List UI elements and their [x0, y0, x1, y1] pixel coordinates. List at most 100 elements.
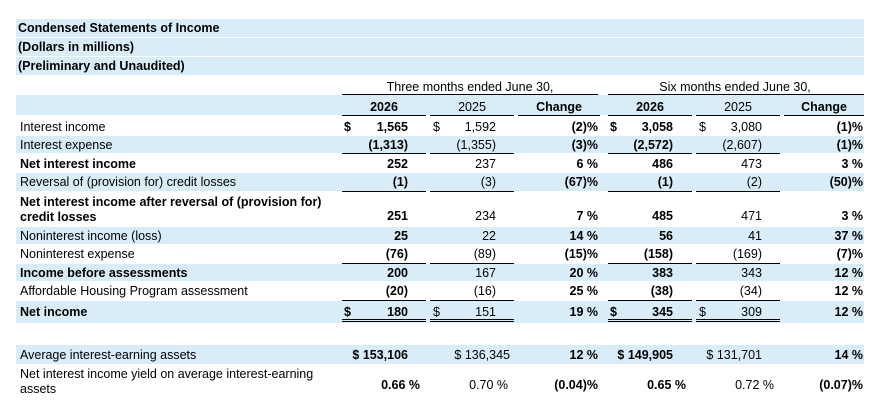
cell-3m-2026: $ 153,106 — [352, 348, 408, 362]
row-label: Average interest-earning assets — [20, 348, 197, 362]
row-label: Interest income — [20, 120, 106, 134]
currency-symbol: $ — [610, 305, 617, 319]
cell-6m-2025: 343 — [741, 266, 762, 280]
cell-3m-2025: 151 — [475, 305, 496, 319]
statement-units: (Dollars in millions) — [18, 40, 134, 54]
row-label: Net interest income after reversal of (p… — [20, 195, 322, 209]
cell-6m-change: 37 % — [834, 229, 864, 243]
cell-3m-change: 25 % — [569, 284, 599, 298]
cell-3m-2025: 22 — [482, 229, 496, 243]
row-label-continued: credit losses — [20, 210, 97, 224]
period-header-three-months: Three months ended June 30, — [386, 80, 554, 94]
cell-3m-2025: (16) — [473, 284, 496, 298]
row-label: Affordable Housing Program assessment — [20, 284, 248, 298]
cell-6m-2026: 56 — [659, 229, 673, 243]
cell-6m-2025: 3,080 — [730, 120, 762, 134]
col-header-6m-2025: 2025 — [724, 100, 752, 114]
currency-symbol: $ — [433, 120, 440, 134]
cell-6m-2026: (1) — [657, 175, 673, 189]
cell-6m-2025: (2) — [746, 175, 762, 189]
cell-6m-2025: 0.72 % — [735, 378, 774, 392]
row-label: Interest expense — [20, 138, 113, 152]
cell-3m-change: 7 % — [576, 209, 598, 223]
cell-6m-change: 3 % — [841, 157, 863, 171]
cell-3m-2026: 0.66 % — [381, 378, 420, 392]
col-header-6m-change: Change — [801, 100, 847, 114]
col-header-6m-2026: 2026 — [636, 100, 664, 114]
cell-6m-2025: (2,607) — [722, 138, 762, 152]
currency-symbol: $ — [699, 305, 706, 319]
currency-symbol: $ — [699, 120, 706, 134]
cell-6m-2025: 473 — [741, 157, 762, 171]
cell-6m-change: 12 % — [834, 305, 864, 319]
cell-6m-2026: 3,058 — [641, 120, 673, 134]
currency-symbol: $ — [433, 305, 440, 319]
cell-6m-change: (50)% — [829, 175, 863, 189]
cell-3m-2025: 167 — [475, 266, 496, 280]
cell-3m-2026: (1) — [392, 175, 408, 189]
row-label: Income before assessments — [20, 266, 188, 280]
cell-6m-2025: (34) — [739, 284, 762, 298]
row-label: Reversal of (provision for) credit losse… — [20, 175, 237, 189]
cell-3m-2026: 180 — [387, 305, 408, 319]
currency-symbol: $ — [610, 120, 617, 134]
cell-6m-2026: (158) — [643, 247, 673, 261]
cell-6m-2025: (169) — [732, 247, 762, 261]
cell-6m-change: (7)% — [836, 247, 863, 261]
cell-3m-2025: (1,355) — [456, 138, 496, 152]
period-header-six-months: Six months ended June 30, — [659, 80, 811, 94]
cell-3m-change: (67)% — [564, 175, 598, 189]
title-band — [16, 19, 864, 37]
cell-6m-2026: 383 — [652, 266, 673, 280]
cell-3m-2025: (89) — [473, 247, 496, 261]
row-label: Noninterest expense — [20, 247, 135, 261]
cell-3m-2025: 234 — [475, 209, 496, 223]
cell-6m-change: (1)% — [836, 138, 863, 152]
cell-3m-change: (0.04)% — [554, 378, 598, 392]
cell-3m-2025: 237 — [475, 157, 496, 171]
cell-6m-change: (0.07)% — [819, 378, 863, 392]
col-header-3m-change: Change — [536, 100, 582, 114]
col-header-3m-2025: 2025 — [458, 100, 486, 114]
column-header-band — [16, 95, 864, 115]
cell-3m-2025: 0.70 % — [469, 378, 508, 392]
statement-title: Condensed Statements of Income — [18, 21, 220, 35]
cell-3m-2026: 1,565 — [376, 120, 408, 134]
cell-3m-2026: 200 — [387, 266, 408, 280]
cell-3m-change: (2)% — [571, 120, 598, 134]
cell-3m-2025: $ 136,345 — [454, 348, 510, 362]
cell-3m-change: 20 % — [569, 266, 599, 280]
cell-6m-2026: $ 149,905 — [617, 348, 673, 362]
cell-3m-change: 6 % — [576, 157, 598, 171]
cell-6m-change: 12 % — [834, 284, 864, 298]
statement-status: (Preliminary and Unaudited) — [18, 59, 185, 73]
currency-symbol: $ — [344, 120, 351, 134]
cell-6m-change: (1)% — [836, 120, 863, 134]
cell-6m-2026: 0.65 % — [647, 378, 686, 392]
cell-6m-2026: 486 — [652, 157, 673, 171]
cell-3m-2026: 25 — [394, 229, 408, 243]
cell-3m-change: 12 % — [569, 348, 599, 362]
cell-6m-change: 3 % — [841, 209, 863, 223]
row-label: Noninterest income (loss) — [20, 229, 162, 243]
cell-6m-change: 12 % — [834, 266, 864, 280]
cell-3m-2026: (20) — [385, 284, 408, 298]
cell-3m-2025: 1,592 — [464, 120, 496, 134]
cell-3m-2026: 251 — [387, 209, 408, 223]
cell-3m-2026: (76) — [385, 247, 408, 261]
row-label: Net interest income yield on average int… — [20, 367, 314, 381]
cell-3m-change: (15)% — [564, 247, 598, 261]
cell-6m-2026: 345 — [652, 305, 673, 319]
units-band — [16, 38, 864, 56]
cell-6m-2025: 41 — [748, 229, 762, 243]
cell-3m-2026: 252 — [387, 157, 408, 171]
cell-3m-change: (3)% — [571, 138, 598, 152]
cell-6m-2025: 471 — [741, 209, 762, 223]
row-label: Net interest income — [20, 157, 137, 171]
col-header-3m-2026: 2026 — [370, 100, 398, 114]
cell-6m-2025: $ 131,701 — [706, 348, 762, 362]
cell-6m-2025: 309 — [741, 305, 762, 319]
currency-symbol: $ — [344, 305, 351, 319]
cell-6m-change: 14 % — [834, 348, 864, 362]
cell-3m-change: 14 % — [569, 229, 599, 243]
